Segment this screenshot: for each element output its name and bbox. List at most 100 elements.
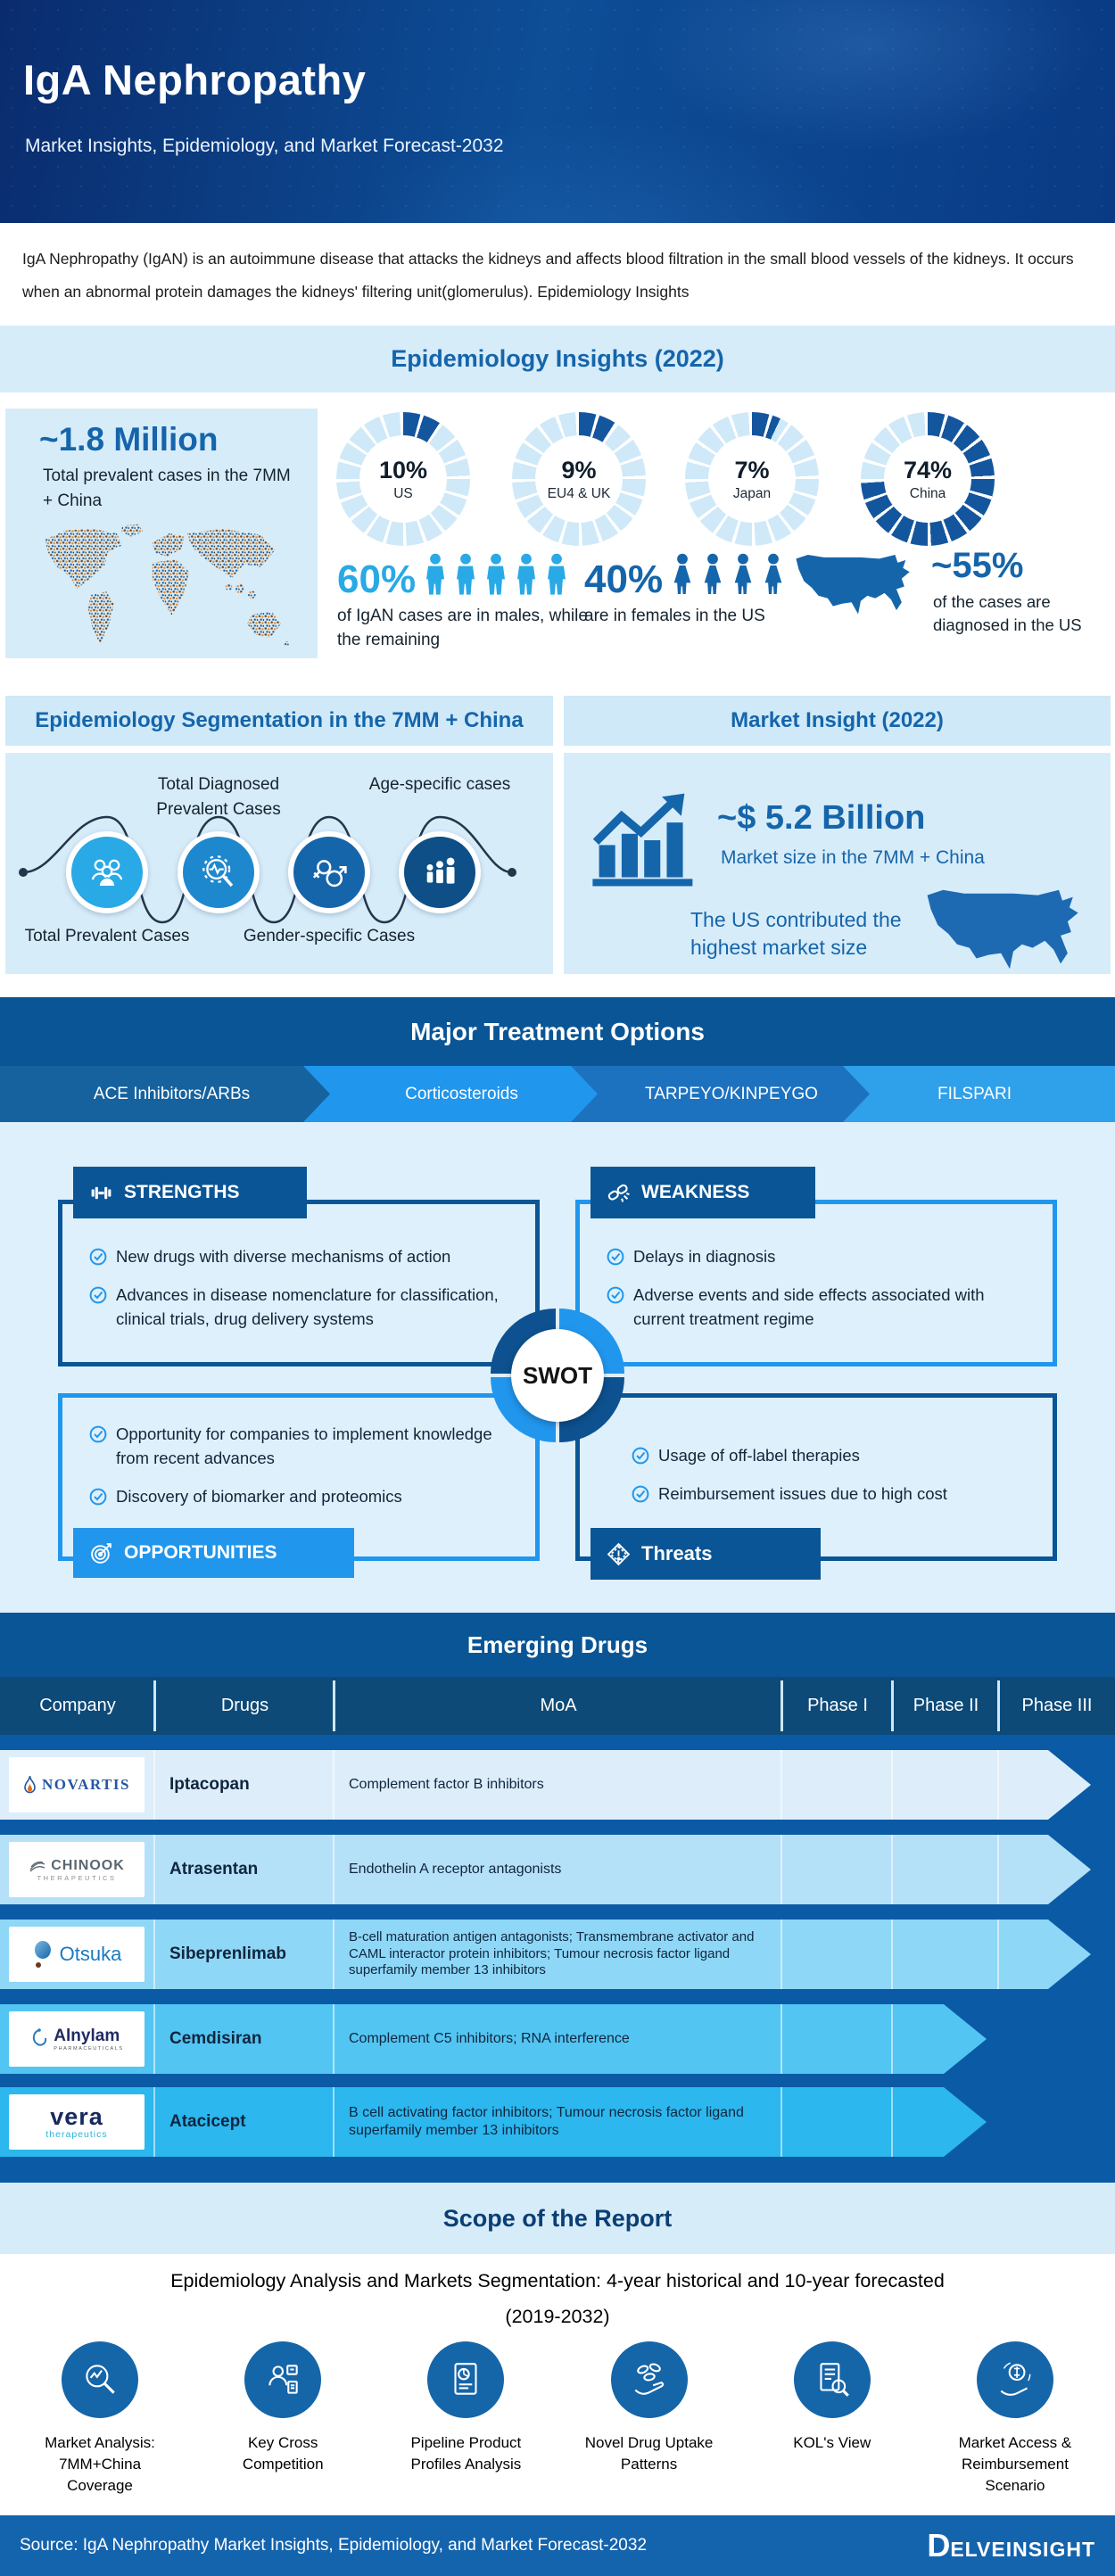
alnylam-swirl-icon — [33, 2028, 47, 2046]
gender-symbols-icon — [288, 831, 370, 913]
swot-center-label: SWOT — [511, 1329, 604, 1422]
strength-item: New drugs with diverse mechanisms of act… — [89, 1245, 519, 1269]
warning-diamond-icon — [607, 1542, 631, 1565]
donut-chart-eu4uk: 9% EU4 & UK — [512, 412, 646, 546]
donut-us-value: 10% — [378, 456, 428, 483]
scope-item: Novel Drug Uptake Patterns — [562, 2341, 737, 2496]
footer-bar: Source: IgA Nephropathy Market Insights,… — [0, 2515, 1115, 2576]
table-row: vera therapeutics Atacicept B cell activ… — [0, 2087, 987, 2157]
market-size-caption: Market size in the 7MM + China — [721, 847, 985, 868]
weakness-item: Adverse events and side effects associat… — [607, 1284, 1037, 1332]
delveinsight-logo: D ELVEINSIGHT — [927, 2530, 1095, 2562]
alnylam-logo: Alnylam PHARMACEUTICALS — [9, 2011, 145, 2067]
weakness-box: Delays in diagnosis Adverse events and s… — [575, 1200, 1057, 1366]
segmentation-step-label: Total Diagnosed Prevalent Cases — [156, 775, 281, 819]
scope-items-row: Market Analysis: 7MM+China Coverage Key … — [12, 2341, 1103, 2496]
scope-item: Market Access & Reimbursement Scenario — [928, 2341, 1103, 2496]
weakness-tab: WEAKNESS — [591, 1167, 815, 1218]
target-icon — [91, 1542, 112, 1564]
female-percentage: 40% — [584, 557, 664, 602]
diagnosed-percentage: ~55% — [931, 546, 1024, 585]
donut-japan-value: 7% — [734, 456, 770, 483]
treatment-section-title: Major Treatment Options — [0, 997, 1115, 1066]
diagnosis-gear-icon — [178, 831, 260, 913]
total-prevalent-card: ~1.8 Million Total prevalent cases in th… — [5, 409, 318, 658]
strengths-tab: STRENGTHS — [73, 1167, 307, 1218]
drugs-table-header: Company Drugs MoA Phase I Phase II Phase… — [0, 1677, 1115, 1735]
donut-chart-us: 10% US — [336, 412, 470, 546]
scope-line2: (2019-2032) — [505, 2306, 610, 2327]
emerging-drugs-title: Emerging Drugs — [0, 1613, 1115, 1677]
broken-chain-icon — [607, 1184, 630, 1202]
column-header-phase2: Phase II — [913, 1696, 979, 1715]
segmentation-diagram: Total Prevalent Cases Total Diagnosed Pr… — [5, 753, 553, 974]
dumbbell-icon — [91, 1186, 112, 1199]
female-stat: 40% — [584, 551, 788, 602]
diagnosed-caption: of the cases are diagnosed in the US — [933, 592, 1082, 634]
drugs-table-body: NOVARTIS Iptacopan Complement factor B i… — [0, 1735, 1115, 2183]
market-insight-card: ~$ 5.2 Billion Market size in the 7MM + … — [564, 753, 1111, 974]
market-size-value: ~$ 5.2 Billion — [717, 799, 926, 837]
threat-item: Reimbursement issues due to high cost — [632, 1482, 1037, 1507]
novartis-mark-icon — [24, 1775, 36, 1794]
opportunity-item: Opportunity for companies to implement k… — [89, 1423, 519, 1471]
donut-us-label: US — [393, 485, 413, 501]
swot-section: New drugs with diverse mechanisms of act… — [0, 1122, 1115, 1613]
scope-line1: Epidemiology Analysis and Markets Segmen… — [170, 2270, 945, 2291]
otsuka-logo: Otsuka — [9, 1927, 145, 1982]
strength-item: Advances in disease nomenclature for cla… — [89, 1284, 519, 1332]
page-title: IgA Nephropathy — [23, 56, 367, 103]
drug-name: Cemdisiran — [169, 2029, 262, 2048]
epidemiology-section-title: Epidemiology Insights (2022) — [0, 326, 1115, 392]
drug-moa: Complement C5 inhibitors; RNA interferen… — [349, 2031, 630, 2046]
table-row: Otsuka Sibeprenlimab B-cell maturation a… — [0, 1920, 1091, 1989]
scope-title: Scope of the Report — [0, 2183, 1115, 2254]
scope-item: KOL's View — [745, 2341, 920, 2496]
scope-item: Pipeline Product Profiles Analysis — [378, 2341, 553, 2496]
drug-moa: B-cell maturation antigen antagonists; T… — [349, 1928, 755, 1978]
scope-item: Market Analysis: 7MM+China Coverage — [12, 2341, 187, 2496]
donut-chart-china: 74% China — [861, 412, 995, 546]
market-access-icon — [976, 2341, 1053, 2418]
drug-name: Atacicept — [169, 2112, 246, 2131]
key-competition-icon — [244, 2341, 322, 2418]
column-header-phase1: Phase I — [807, 1696, 868, 1715]
vera-logo: vera therapeutics — [9, 2094, 145, 2150]
weakness-item: Delays in diagnosis — [607, 1245, 1037, 1269]
scope-item: Key Cross Competition — [195, 2341, 370, 2496]
brand-rest: ELVEINSIGHT — [950, 2538, 1095, 2561]
donut-eu4uk-label: EU4 & UK — [547, 485, 611, 501]
otsuka-mark-icon — [34, 1941, 51, 1968]
opportunities-tab: OPPORTUNITIES — [73, 1528, 354, 1578]
donut-china-value: 74% — [903, 456, 953, 483]
treatment-option: ACE Inhibitors/ARBs — [0, 1066, 352, 1122]
drug-moa: Complement factor B inhibitors — [349, 1777, 544, 1792]
drug-name: Iptacopan — [169, 1775, 250, 1794]
male-percentage: 60% — [337, 557, 417, 602]
column-header-moa: MoA — [540, 1696, 577, 1715]
growth-chart-icon — [592, 793, 693, 887]
header-banner: IgA Nephropathy Market Insights, Epidemi… — [0, 0, 1115, 223]
column-header-company: Company — [39, 1696, 116, 1715]
drug-moa: Endothelin A receptor antagonists — [349, 1862, 562, 1877]
swot-medallion: S W O T SWOT — [491, 1309, 624, 1442]
intro-paragraph: IgA Nephropathy (IgAN) is an autoimmune … — [22, 250, 1074, 301]
male-caption: of IgAN cases are in males, while the re… — [337, 607, 588, 649]
source-text: Source: IgA Nephropathy Market Insights,… — [20, 2536, 648, 2555]
us-map-icon — [796, 554, 910, 615]
drug-name: Sibeprenlimab — [169, 1944, 286, 1963]
threat-item: Usage of off-label therapies — [632, 1444, 1037, 1468]
chinook-logo: CHINOOK THERAPEUTICS — [9, 1842, 145, 1897]
segmentation-step-label: Total Prevalent Cases — [24, 927, 190, 945]
male-figures-icon — [421, 551, 571, 598]
female-caption: are in females in the US — [584, 607, 765, 625]
world-dot-map — [45, 524, 289, 647]
male-stat: 60% — [337, 551, 571, 602]
total-prevalent-label: Total prevalent cases in the 7MM + China — [43, 466, 291, 510]
threats-tab: Threats — [591, 1528, 821, 1580]
us-map-icon — [927, 889, 1078, 970]
treatment-option: Corticosteroids — [303, 1066, 620, 1122]
drug-uptake-icon — [610, 2341, 688, 2418]
total-prevalent-value: ~1.8 Million — [39, 421, 219, 458]
age-groups-icon — [399, 831, 481, 913]
